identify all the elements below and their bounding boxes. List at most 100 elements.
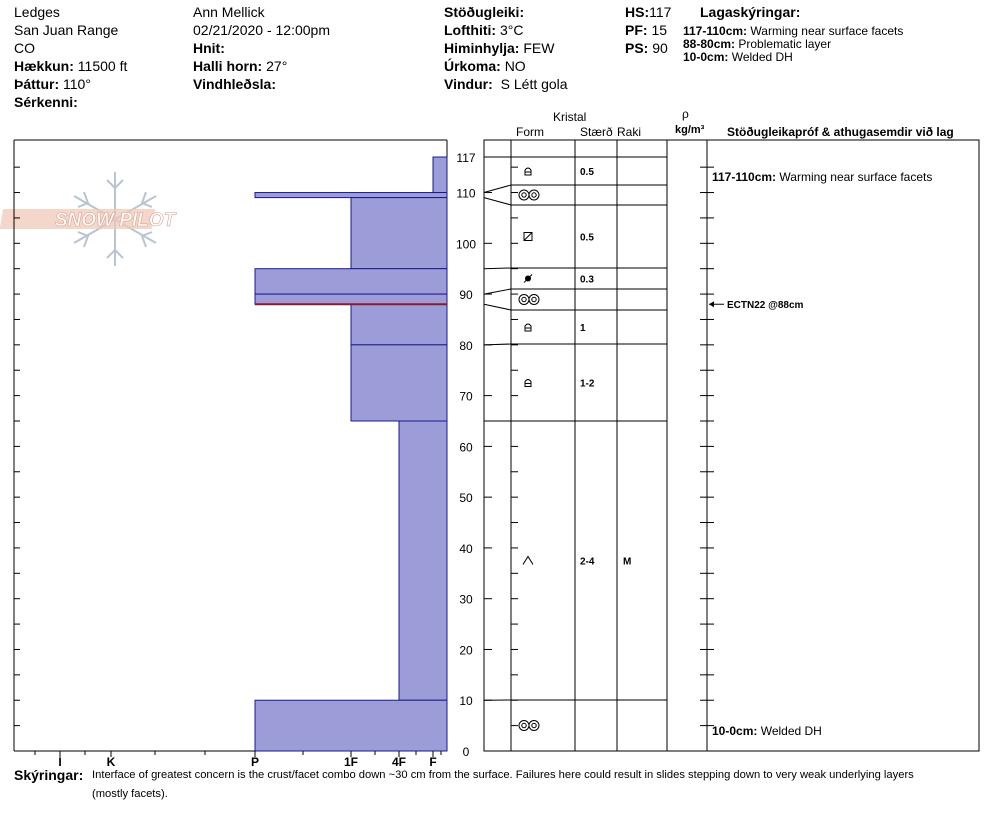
hs-label: HS: bbox=[625, 4, 650, 20]
layer-comment: 10-0cm: Welded DH bbox=[712, 724, 822, 738]
precip-row: Úrkoma: NO bbox=[444, 58, 526, 74]
state-name: CO bbox=[14, 40, 35, 56]
melt-freeze-icon bbox=[518, 189, 540, 201]
pf-label: PF: bbox=[625, 22, 648, 38]
pf-row: PF: 15 bbox=[625, 22, 667, 38]
layer-comment-text: Welded DH bbox=[761, 724, 822, 738]
comments-line-2: (mostly facets). bbox=[92, 788, 168, 800]
layer-size: 2-4 bbox=[580, 557, 595, 568]
sky-label: Himinhylja: bbox=[444, 40, 520, 56]
legend-text: Welded DH bbox=[731, 50, 793, 64]
height-tick-label: 110 bbox=[456, 187, 475, 201]
hardness-tick-label: 1F bbox=[344, 755, 358, 769]
hardness-bar bbox=[254, 268, 448, 295]
hardness-bar bbox=[432, 156, 448, 194]
legend-item: 117-110cm: Warming near surface facets bbox=[683, 24, 903, 38]
observation-datetime: 02/21/2020 - 12:00pm bbox=[193, 22, 330, 38]
aspect-value: 110° bbox=[63, 76, 91, 92]
layer-boundary-line bbox=[483, 288, 667, 295]
crystal-header: Kristal bbox=[553, 110, 587, 124]
moisture-header: Raki bbox=[617, 125, 642, 139]
watermark-text: SNOW PILOT bbox=[55, 210, 177, 231]
melt-freeze-icon bbox=[518, 720, 540, 731]
height-tick-label: 90 bbox=[459, 288, 473, 302]
ps-value: 90 bbox=[652, 40, 668, 56]
sky-value: FEW bbox=[523, 40, 555, 56]
legend-text: Problematic layer bbox=[738, 37, 832, 51]
hs-row: HS:117 bbox=[625, 4, 671, 20]
legend-text: Warming near surface facets bbox=[750, 24, 904, 38]
rho-header: ρ bbox=[682, 107, 689, 121]
slope-row: Halli horn: 27° bbox=[193, 58, 287, 74]
layer-comment-text: Warming near surface facets bbox=[779, 170, 932, 184]
sky-row: Himinhylja: FEW bbox=[444, 40, 554, 56]
air-temp-row: Lofthiti: 3°C bbox=[444, 22, 523, 38]
hardness-tick-label: K bbox=[107, 755, 116, 769]
hardness-tick-label: 4F bbox=[392, 755, 406, 769]
height-tick-label: 100 bbox=[456, 237, 476, 251]
facet-rounding-icon bbox=[524, 323, 532, 332]
layer-boundary-line bbox=[483, 303, 667, 311]
precip-label: Úrkoma: bbox=[444, 58, 501, 74]
height-tick-label: 80 bbox=[459, 339, 473, 353]
air-temp-label: Lofthiti: bbox=[444, 22, 497, 38]
legend-range: 10-0cm: bbox=[683, 50, 729, 64]
elevation-row: Hækkun: 11500 ft bbox=[14, 58, 127, 74]
height-tick-label: 0 bbox=[463, 745, 470, 759]
slope-value: 27° bbox=[266, 58, 288, 74]
slope-label: Halli horn: bbox=[193, 58, 263, 74]
precip-value: NO bbox=[504, 58, 526, 74]
layer-comment: 117-110cm: Warming near surface facets bbox=[712, 170, 932, 184]
layer-moisture: M bbox=[623, 557, 631, 568]
elevation-value: 11500 ft bbox=[77, 58, 128, 74]
wind-loading-label: Vindhleðsla: bbox=[193, 76, 276, 92]
aspect-label: Þáttur: bbox=[14, 76, 60, 92]
legend-range: 88-80cm: bbox=[683, 37, 736, 51]
profile-table-frame bbox=[483, 139, 980, 752]
layer-size: 0.5 bbox=[580, 167, 594, 178]
stability-label: Stöðugleiki: bbox=[444, 4, 525, 20]
hardness-bar bbox=[254, 293, 448, 305]
layer-size: 0.3 bbox=[580, 275, 594, 286]
height-tick-label: 10 bbox=[459, 694, 473, 708]
site-name: Ledges bbox=[14, 4, 60, 20]
tests-header: Stöðugleikapróf & athugasemdir við lag bbox=[727, 125, 954, 139]
hs-value: 117 bbox=[649, 4, 672, 20]
features-label: Sérkenni: bbox=[14, 94, 78, 110]
range-name: San Juan Range bbox=[14, 22, 119, 38]
density-unit-header: kg/m³ bbox=[675, 124, 705, 136]
legend-title: Lagaskýringar: bbox=[700, 4, 801, 20]
test-arrow-head bbox=[709, 301, 714, 308]
faceted-icon bbox=[523, 232, 533, 241]
height-tick-label: 117 bbox=[456, 151, 475, 165]
wind-label: Vindur: bbox=[444, 76, 493, 92]
melt-freeze-icon bbox=[518, 294, 540, 305]
hardness-bar bbox=[350, 303, 448, 346]
height-tick-label: 60 bbox=[459, 440, 473, 454]
legend-item: 10-0cm: Welded DH bbox=[683, 50, 793, 64]
layer-boundary-line bbox=[483, 267, 667, 270]
size-header: Stærð bbox=[580, 125, 613, 139]
ps-row: PS: 90 bbox=[625, 40, 668, 56]
legend-item: 88-80cm: Problematic layer bbox=[683, 37, 831, 51]
hardness-tick-label: I bbox=[58, 755, 61, 769]
layer-size: 0.5 bbox=[580, 233, 594, 244]
layer-boundary-line bbox=[483, 184, 667, 194]
hardness-bar bbox=[350, 344, 448, 422]
layer-size: 1 bbox=[580, 323, 586, 334]
comments-line-1: Interface of greatest concern is the cru… bbox=[92, 769, 914, 781]
form-header: Form bbox=[516, 125, 544, 139]
air-temp-value: 3°C bbox=[499, 22, 524, 38]
elevation-label: Hækkun: bbox=[14, 58, 74, 74]
layer-boundary-line bbox=[483, 197, 667, 206]
surface-hoar-icon bbox=[523, 274, 533, 283]
wind-value: S Létt gola bbox=[500, 76, 568, 92]
comments-label: Skýringar: bbox=[14, 767, 83, 783]
hardness-tick-label: P bbox=[251, 755, 259, 769]
height-tick-label: 50 bbox=[459, 491, 473, 505]
facet-rounding-icon bbox=[524, 379, 532, 387]
hardness-bar bbox=[350, 197, 448, 270]
test-result-text: ECTN22 @88cm bbox=[727, 300, 804, 311]
ps-label: PS: bbox=[625, 40, 649, 56]
